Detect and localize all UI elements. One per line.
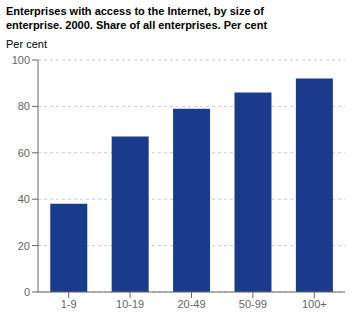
- svg-text:1-9: 1-9: [61, 298, 77, 310]
- svg-text:20-49: 20-49: [177, 298, 205, 310]
- svg-text:100: 100: [12, 54, 30, 66]
- svg-text:20: 20: [18, 240, 30, 252]
- html-text:enterprise. 2000. Share of all: enterprise. 2000. Share of all enterpris…: [6, 19, 268, 31]
- svg-text:40: 40: [18, 193, 30, 205]
- svg-text:100+: 100+: [302, 298, 327, 310]
- svg-text:60: 60: [18, 147, 30, 159]
- svg-text:80: 80: [18, 100, 30, 112]
- html-text:Per cent: Per cent: [6, 38, 47, 50]
- html-text:Enterprises with access to the: Enterprises with access to the Internet,…: [6, 5, 264, 17]
- svg-text:0: 0: [24, 286, 30, 298]
- svg-text:10-19: 10-19: [116, 298, 144, 310]
- svg-text:50-99: 50-99: [239, 298, 267, 310]
